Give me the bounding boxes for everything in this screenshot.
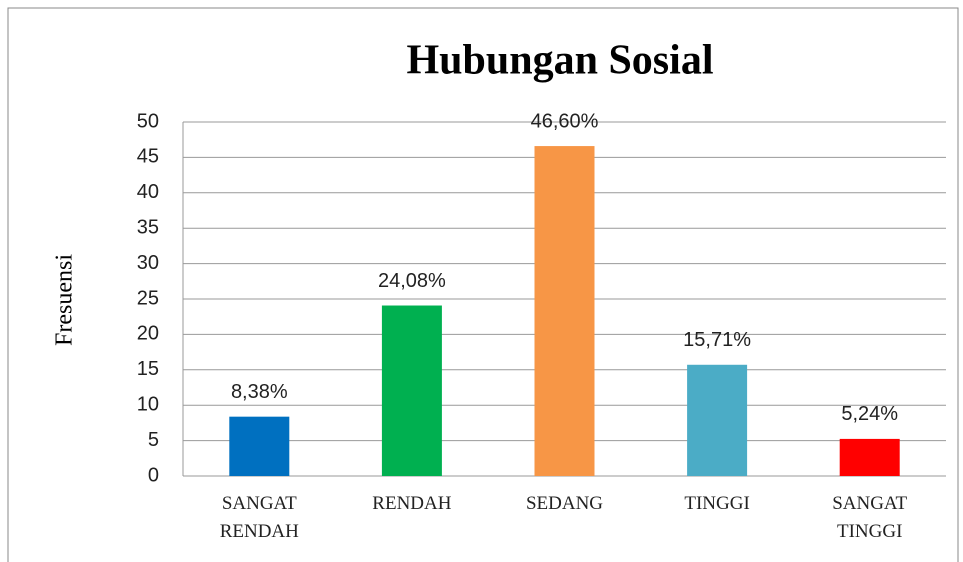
y-tick-label: 10 <box>137 393 159 415</box>
value-label: 5,24% <box>841 403 898 425</box>
y-tick-label: 40 <box>137 181 159 203</box>
y-tick-label: 35 <box>137 216 159 238</box>
y-axis-label: Fresuensi <box>52 254 78 346</box>
bar <box>381 305 442 476</box>
value-label: 24,08% <box>378 270 446 292</box>
value-label: 46,60% <box>531 110 599 132</box>
y-tick-label: 20 <box>137 323 159 345</box>
x-tick-label: TINGGI <box>684 493 750 514</box>
bar <box>534 146 595 476</box>
y-tick-label: 25 <box>137 287 159 309</box>
chart-title: Hubungan Sosial <box>406 38 713 84</box>
value-label: 8,38% <box>231 381 288 403</box>
y-tick-label: 50 <box>137 110 159 132</box>
y-tick-label: 30 <box>137 252 159 274</box>
bar <box>687 364 748 476</box>
x-tick-label: RENDAH <box>372 493 452 514</box>
x-tick-label: SANGAT RENDAH <box>219 493 299 542</box>
y-tick-label: 45 <box>137 146 159 168</box>
frame <box>7 7 959 562</box>
y-tick-label: 5 <box>148 429 159 451</box>
y-tick-label: 15 <box>137 358 159 380</box>
value-label: 15,71% <box>683 329 751 351</box>
y-tick-label: 0 <box>148 464 159 486</box>
x-tick-label: SANGAT TINGGI <box>832 493 908 542</box>
bar <box>229 416 290 476</box>
x-tick-label: SEDANG <box>525 493 604 514</box>
bar <box>839 438 900 476</box>
